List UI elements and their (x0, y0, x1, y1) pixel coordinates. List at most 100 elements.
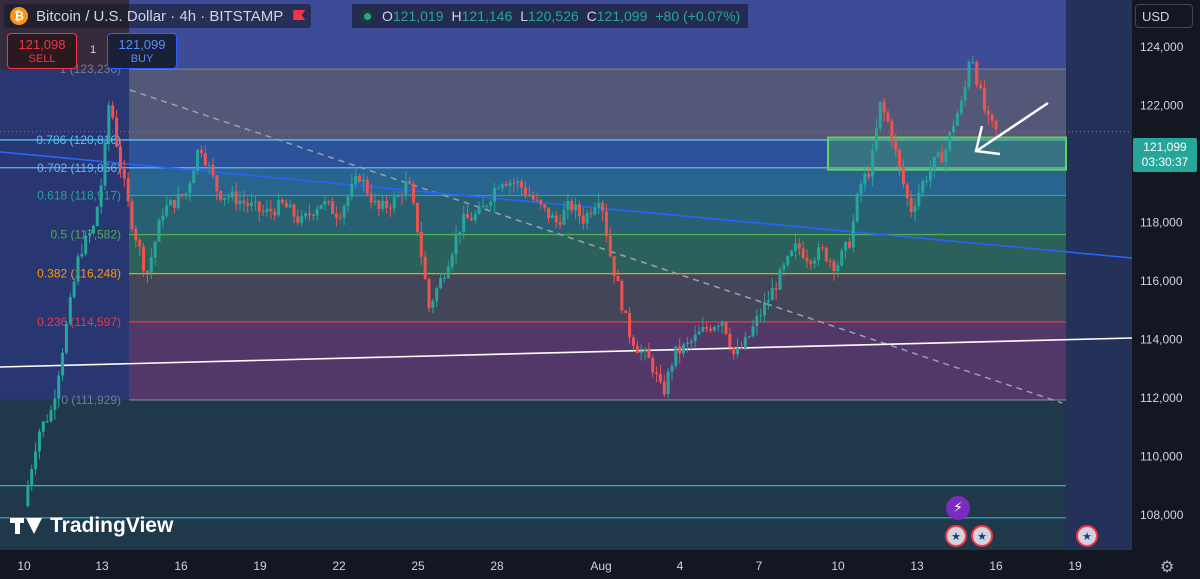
candle-body (192, 170, 196, 184)
background-zone (1066, 0, 1132, 550)
candle-body (315, 208, 319, 216)
sell-price: 121,098 (18, 37, 66, 52)
candle-body (701, 326, 705, 332)
candle-body (277, 199, 281, 216)
close-value: 121,099 (596, 8, 648, 24)
candle-body (921, 181, 925, 193)
currency-selector[interactable]: USD (1135, 4, 1193, 28)
candle-body (662, 381, 666, 395)
candle-body (138, 240, 142, 247)
y-tick-label: 110,000 (1140, 449, 1183, 463)
candle-body (327, 201, 331, 203)
candle-body (558, 222, 562, 225)
candle-body (207, 164, 211, 166)
candle-body (361, 179, 365, 182)
candle-body (149, 257, 153, 273)
lightning-event-icon[interactable]: ⚡ (946, 496, 970, 520)
x-tick-label: 10 (831, 559, 845, 573)
candle-body (331, 201, 335, 214)
candle-body (26, 485, 30, 507)
us-event-icon[interactable]: ★ (1076, 525, 1098, 547)
price-axis (1132, 0, 1200, 579)
candle-body (874, 128, 878, 151)
candle-body (817, 247, 821, 261)
candle-body (45, 421, 49, 423)
candle-body (134, 229, 138, 241)
candle-body (307, 213, 311, 216)
candle-body (462, 214, 466, 232)
candle-body (296, 216, 300, 223)
candle-body (500, 184, 504, 189)
candle-body (878, 101, 882, 129)
candle-body (246, 203, 250, 206)
candle-body (242, 200, 246, 204)
candle-body (685, 342, 689, 345)
candle-body (261, 211, 265, 213)
candle-body (898, 150, 902, 167)
x-tick-label: 10 (17, 559, 31, 573)
candle-body (531, 195, 535, 200)
candle-body (759, 315, 763, 317)
candle-body (122, 169, 126, 179)
x-tick-label: 4 (677, 559, 684, 573)
candle-body (458, 231, 462, 236)
candle-body (496, 188, 500, 190)
candle-body (986, 110, 990, 115)
candle-body (774, 288, 778, 290)
candle-body (639, 351, 643, 353)
candle-body (847, 241, 851, 248)
candle-body (115, 117, 119, 147)
candle-body (57, 375, 61, 399)
candle-body (473, 213, 477, 221)
candle-body (196, 149, 200, 171)
symbol-header[interactable]: ₿ Bitcoin / U.S. Dollar · 4h · BITSTAMP (4, 4, 312, 28)
last-price: 121,099 (1143, 140, 1187, 154)
sell-button[interactable]: 121,098 SELL (7, 33, 77, 69)
us-event-icon[interactable]: ★ (945, 525, 967, 547)
candle-body (832, 261, 836, 272)
candle-body (863, 173, 867, 185)
symbol-title[interactable]: Bitcoin / U.S. Dollar · 4h · BITSTAMP (36, 7, 284, 25)
candle-body (161, 215, 165, 221)
y-tick-label: 124,000 (1140, 40, 1184, 54)
bitcoin-logo-icon: ₿ (10, 7, 28, 25)
candle-body (415, 203, 419, 232)
candle-body (670, 365, 674, 372)
candle-body (153, 241, 157, 258)
bar-countdown: 03:30:37 (1141, 155, 1189, 169)
candle-body (747, 336, 751, 338)
change-value: +80 (+0.07%) (655, 8, 741, 24)
candle-body (423, 256, 427, 280)
candle-body (34, 451, 38, 470)
gear-icon[interactable]: ⚙ (1160, 557, 1175, 576)
open-value: 121,019 (392, 8, 444, 24)
candle-body (809, 261, 813, 264)
candle-body (288, 204, 292, 208)
candle-body (230, 191, 234, 198)
candle-body (354, 176, 358, 184)
candle-body (253, 201, 257, 203)
candle-body (944, 149, 948, 163)
candle-body (948, 132, 952, 150)
flag-icon[interactable] (291, 9, 305, 23)
us-event-icon[interactable]: ★ (971, 525, 993, 547)
candle-body (369, 193, 373, 203)
candle-body (172, 199, 176, 208)
candle-body (111, 105, 115, 118)
candle-body (304, 213, 308, 217)
fib-zone (129, 139, 1066, 168)
candle-body (373, 200, 377, 203)
high-value: 121,146 (461, 8, 513, 24)
candle-body (643, 349, 647, 352)
x-tick-label: 19 (1068, 559, 1082, 573)
candle-body (593, 207, 597, 215)
buy-button[interactable]: 121,099 BUY (107, 33, 177, 69)
candle-body (103, 142, 107, 186)
order-quantity[interactable]: 1 (90, 44, 97, 56)
candle-body (790, 250, 794, 256)
candle-body (886, 112, 890, 122)
candle-body (604, 211, 608, 236)
candle-body (867, 173, 871, 177)
candle-body (338, 217, 342, 219)
